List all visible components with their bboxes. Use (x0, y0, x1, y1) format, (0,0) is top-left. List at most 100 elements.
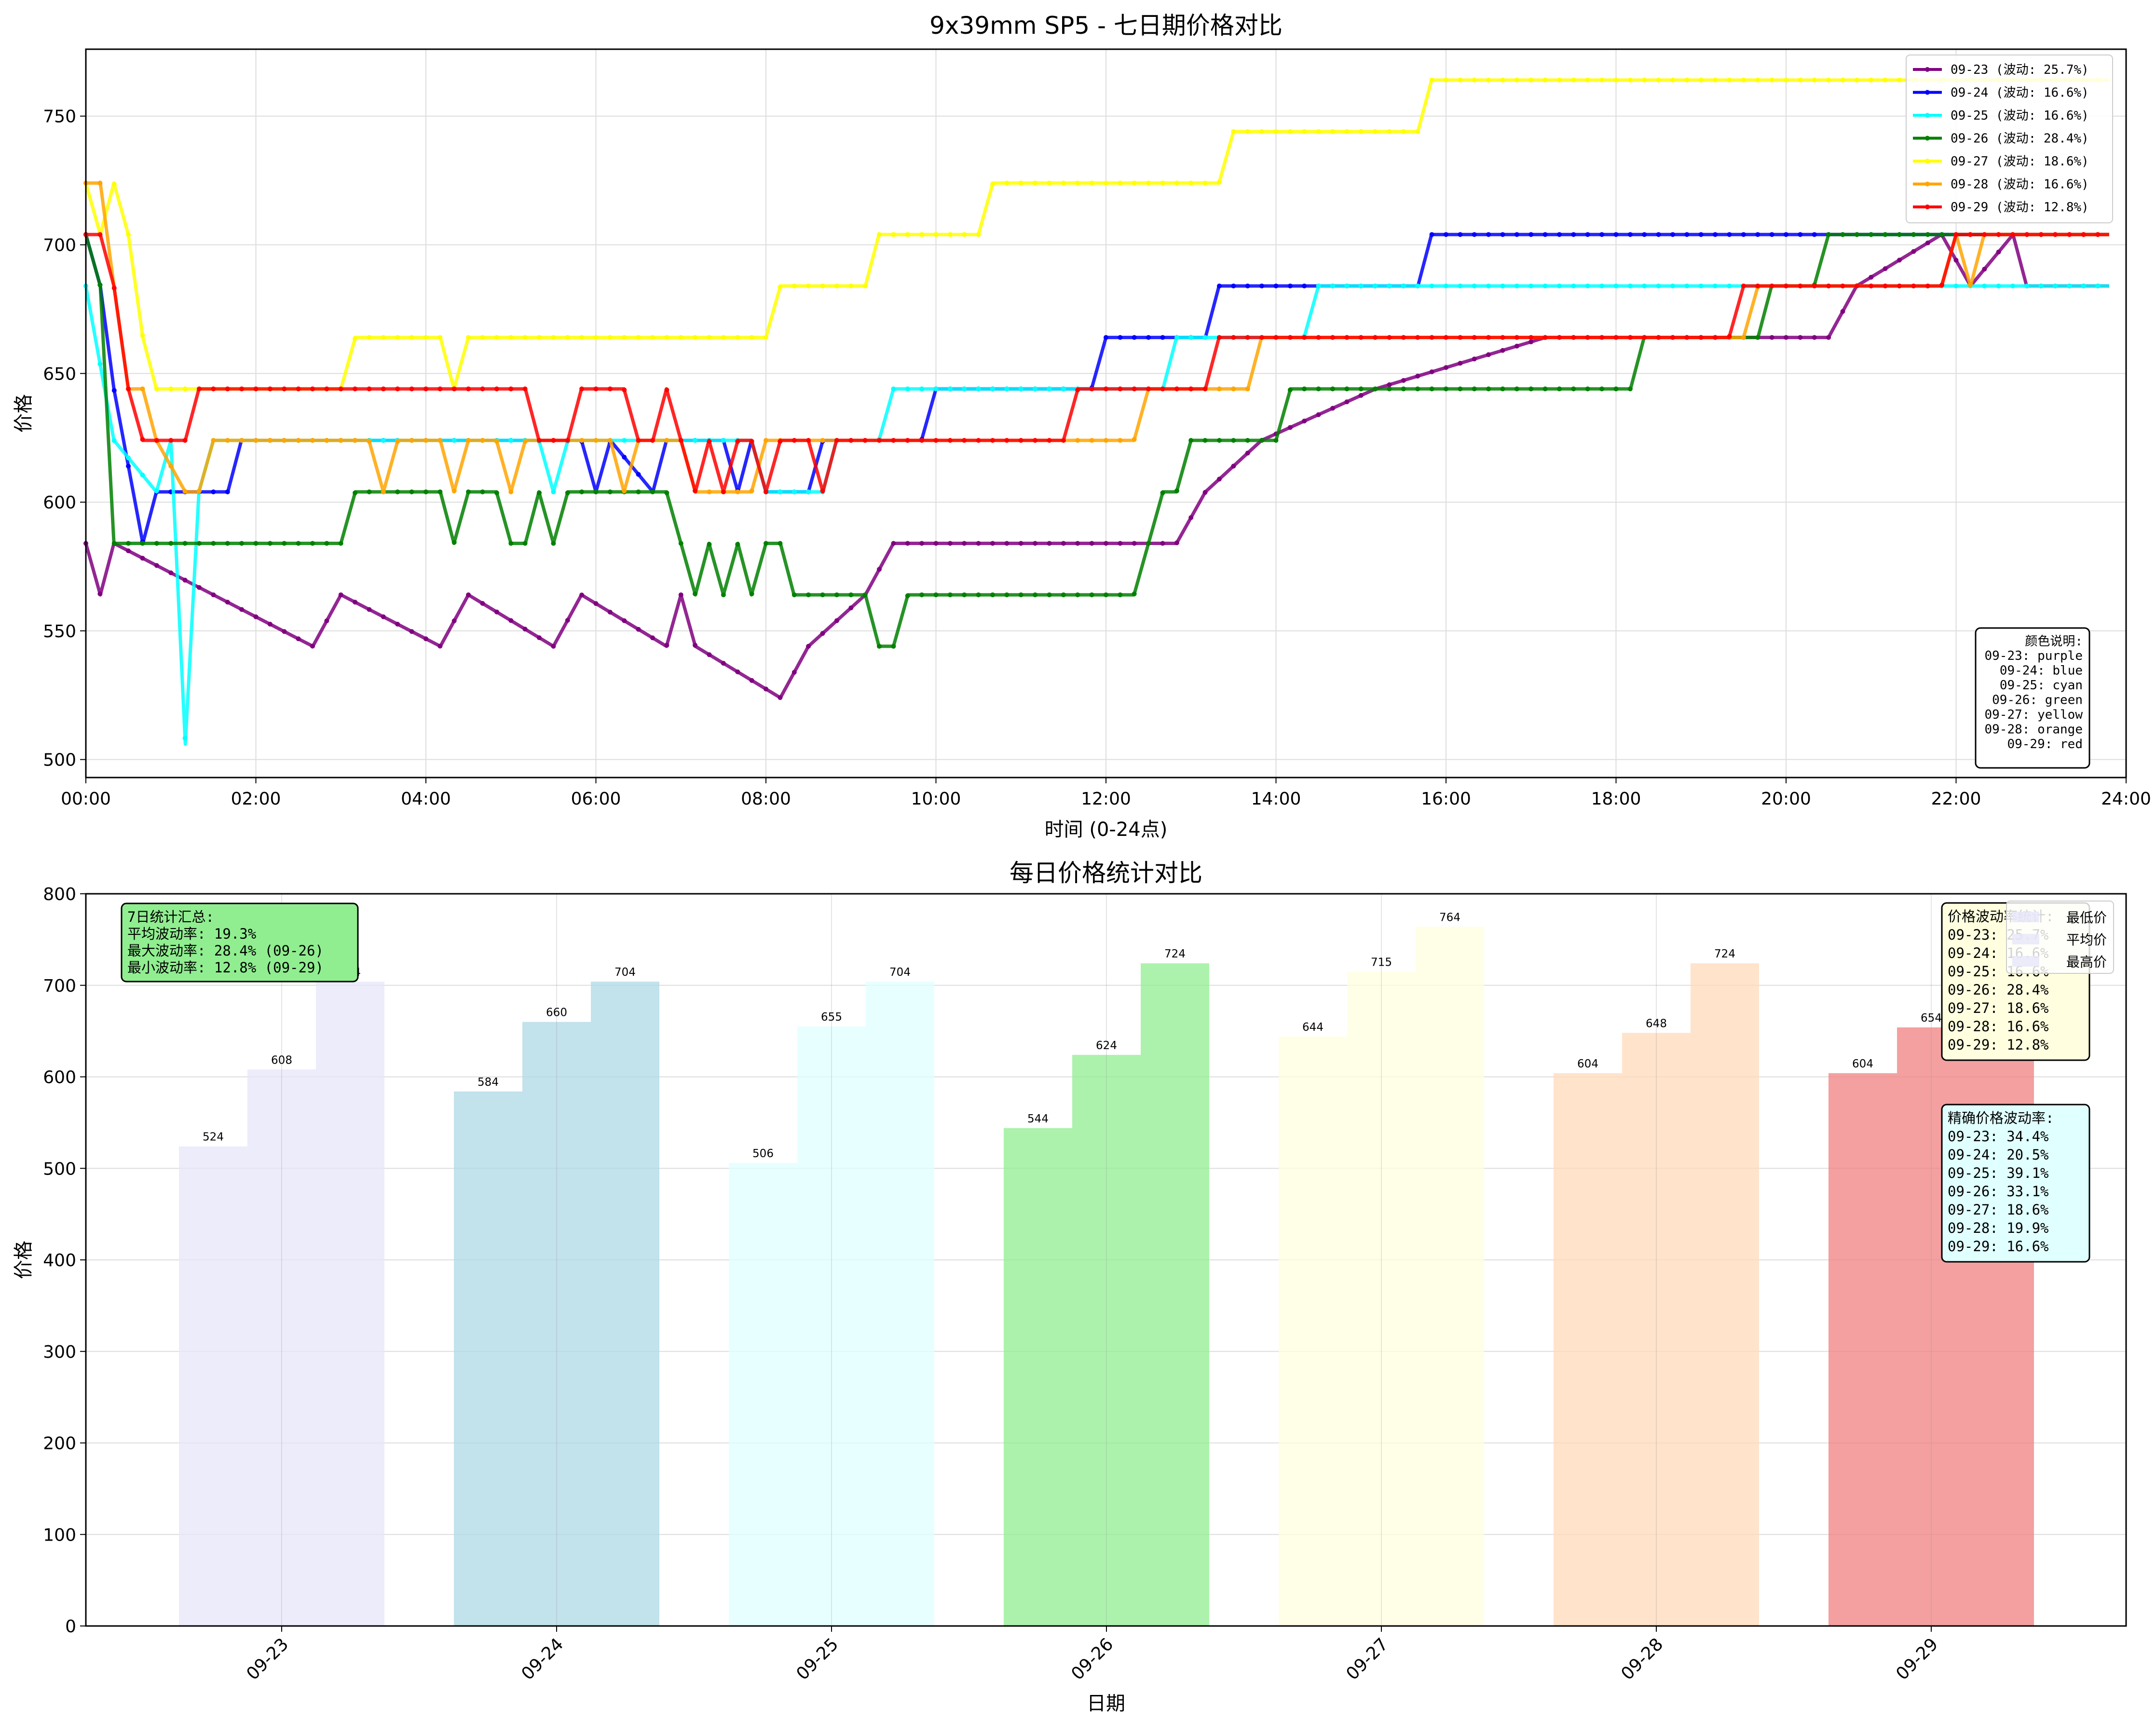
data-point (607, 335, 613, 340)
data-point (990, 181, 995, 187)
bar-09-24-1 (522, 1022, 591, 1626)
data-point (1953, 258, 1959, 263)
data-point (1713, 335, 1718, 340)
data-point (1656, 335, 1661, 340)
x-tick-label: 04:00 (401, 789, 451, 809)
data-point (593, 335, 599, 340)
data-point (1854, 232, 1859, 237)
data-point (1982, 267, 1987, 272)
data-point (1217, 386, 1222, 392)
data-point (735, 489, 740, 494)
data-point (664, 490, 669, 495)
legend-label: 09-24 (波动: 16.6%) (1951, 86, 2089, 100)
x-tick-label: 09-26 (1067, 1634, 1117, 1684)
data-point (367, 489, 372, 494)
data-point (140, 472, 145, 478)
bar-chart-y-label: 价格 (13, 1241, 35, 1279)
data-point (1812, 283, 1817, 288)
data-point (1429, 283, 1434, 288)
data-point (451, 438, 457, 443)
data-point (437, 438, 443, 443)
data-point (1458, 78, 1463, 82)
data-point (1925, 283, 1930, 288)
y-tick-label: 750 (43, 107, 76, 127)
data-point (97, 361, 103, 367)
note-title: 颜色说明: (2025, 634, 2083, 649)
data-point (1925, 232, 1930, 237)
data-point (1627, 335, 1633, 340)
legend-swatch (2012, 956, 2039, 967)
data-point (522, 386, 528, 392)
data-point (367, 335, 372, 340)
line-chart-title: 9x39mm SP5 - 七日期价格对比 (929, 12, 1283, 40)
data-point (1826, 78, 1831, 82)
data-point (2024, 232, 2030, 237)
data-point (1344, 129, 1350, 134)
bar-09-28-2 (1691, 963, 1759, 1626)
data-point (1358, 129, 1364, 134)
data-point (1231, 464, 1236, 469)
data-point (367, 439, 372, 444)
data-point (650, 335, 655, 340)
data-point (1458, 283, 1463, 288)
data-point (565, 490, 570, 495)
data-point (877, 232, 882, 237)
data-point (1160, 180, 1165, 186)
data-point (1812, 335, 1817, 340)
data-point (211, 386, 216, 392)
data-point (1188, 335, 1194, 340)
data-point (1784, 232, 1788, 237)
data-point (1599, 78, 1605, 82)
data-point (1373, 283, 1378, 288)
bar-value-label: 506 (752, 1147, 774, 1160)
data-point (111, 181, 117, 187)
data-point (1741, 232, 1746, 237)
data-point (749, 591, 754, 597)
data-point (282, 629, 287, 634)
precise-line: 09-24: 20.5% (1948, 1147, 2049, 1163)
data-point (1755, 232, 1760, 237)
data-point (791, 592, 797, 598)
data-point (1528, 339, 1534, 344)
data-point (1160, 490, 1165, 495)
data-point (848, 592, 854, 598)
data-point (834, 618, 839, 623)
data-point (607, 489, 613, 494)
data-point (140, 437, 145, 442)
data-point (1727, 334, 1732, 339)
line-chart-legend: 09-23 (波动: 25.7%) 09-24 (波动: 16.6%) 09-25 … (1906, 55, 2113, 223)
data-point (466, 592, 471, 598)
data-point (579, 386, 585, 392)
bar-09-29-0 (1829, 1073, 1897, 1626)
data-point (1486, 232, 1491, 237)
data-point (1245, 335, 1250, 340)
data-point (1273, 283, 1279, 288)
bar-chart: 每日价格统计对比 5246087045846607045066557045446… (13, 859, 2127, 1715)
data-point (1486, 335, 1491, 340)
data-point (764, 438, 768, 443)
data-point (1458, 361, 1463, 366)
data-point (962, 232, 967, 237)
data-point (1089, 541, 1094, 546)
data-point (891, 386, 896, 392)
data-point (111, 286, 117, 291)
data-point (947, 541, 953, 546)
data-point (1231, 335, 1236, 340)
data-point (1160, 386, 1165, 392)
data-point (168, 541, 174, 546)
data-point (197, 541, 202, 546)
data-point (1104, 386, 1108, 392)
data-point (778, 489, 783, 494)
bar-09-27-2 (1416, 927, 1484, 1626)
data-point (650, 489, 655, 494)
data-point (1429, 386, 1434, 392)
data-point (480, 489, 485, 494)
data-point (168, 464, 174, 469)
summary-line: 7日统计汇总: (127, 909, 214, 925)
data-point (1202, 438, 1208, 443)
data-point (1670, 335, 1675, 340)
line-chart-x-label: 时间 (0-24点) (1045, 819, 1168, 841)
data-point (522, 541, 528, 546)
precise-line: 09-23: 34.4% (1948, 1128, 2049, 1145)
bar-value-label: 704 (614, 966, 636, 979)
